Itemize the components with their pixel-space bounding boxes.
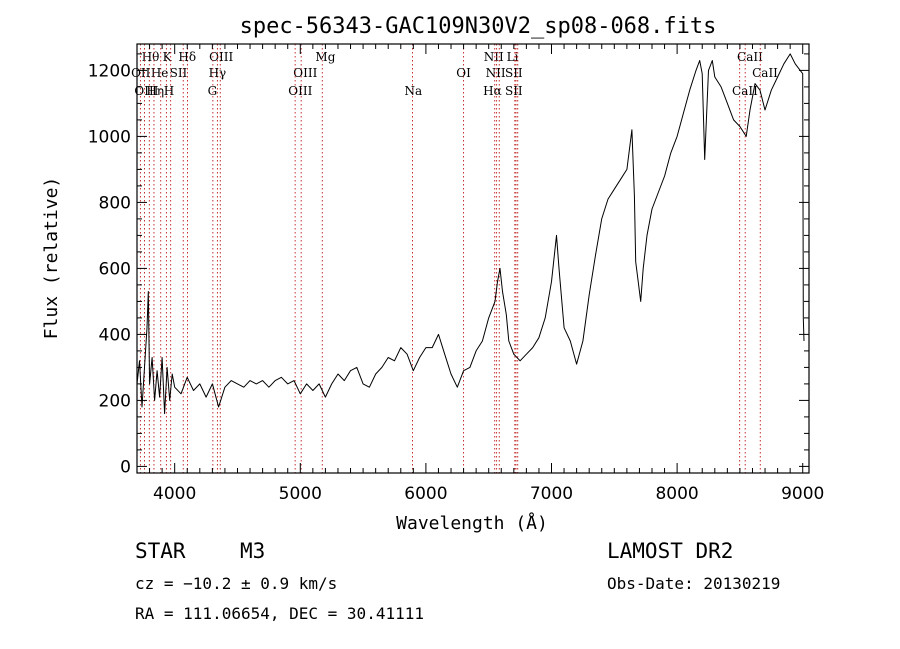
y-tick-label: 200: [99, 391, 131, 411]
annotation-label: OIII: [288, 84, 312, 98]
annotation-label: Hα: [483, 84, 502, 98]
annotation-label: Na: [405, 84, 423, 98]
line-annotations: Hθ OII OIII K He Hη SII H Hδ OIII Hγ G Mg OIII OIII Na O…: [131, 44, 778, 473]
annotation-label: OIII: [209, 50, 233, 64]
y-tick-label: 400: [99, 325, 131, 345]
spectrum-series: [136, 53, 805, 415]
annotation-label: Hδ: [178, 50, 196, 64]
plot-frame: [136, 43, 810, 474]
y-tick-label: 1000: [88, 127, 131, 147]
annotation-label: Li: [507, 50, 519, 64]
survey-name: LAMOST DR2: [607, 539, 733, 563]
chart-title: spec-56343-GAC109N30V2_sp08-068.fits: [240, 14, 717, 39]
annotation-label: G: [208, 84, 218, 98]
coordinates-line: RA = 111.06654, DEC = 30.41111: [135, 604, 424, 623]
spectrum-line: [136, 53, 805, 415]
annotation-label: CaII: [737, 50, 763, 64]
x-tick-label: 5000: [279, 484, 322, 504]
annotation-label: SII: [170, 66, 188, 80]
annotation-label: Hγ: [209, 66, 227, 80]
y-tick-label: 600: [99, 259, 131, 279]
y-axis-label: Flux (relative): [41, 177, 62, 340]
annotation-label: Mg: [315, 50, 335, 64]
annotation-label: K: [163, 50, 173, 64]
annotation-label: SII: [505, 84, 523, 98]
annotation-label: NII: [484, 50, 504, 64]
y-tick-label: 800: [99, 193, 131, 213]
x-tick-label: 9000: [781, 484, 824, 504]
annotation-label: H: [164, 84, 174, 98]
axes: 4000 5000 6000 7000 8000 9000 0 200 400 600 800 100…: [88, 44, 824, 504]
x-axis-label: Wavelength (Å): [396, 512, 548, 534]
annotation-label: SII: [505, 66, 523, 80]
annotation-label: Hθ: [142, 50, 160, 64]
y-tick-label: 1200: [88, 61, 131, 81]
obs-date-line: Obs-Date: 20130219: [607, 574, 780, 593]
x-tick-label: 6000: [404, 484, 447, 504]
annotation-label: OII: [131, 66, 151, 80]
x-tick-label: 8000: [655, 484, 698, 504]
annotation-label: NII: [486, 66, 506, 80]
x-tick-label: 7000: [530, 484, 573, 504]
x-tick-label: 4000: [153, 484, 196, 504]
annotation-label: OI: [456, 66, 471, 80]
annotation-label: OIII: [293, 66, 317, 80]
object-class: STAR: [135, 539, 186, 563]
annotation-label: CaII: [752, 66, 778, 80]
object-subclass: M3: [240, 539, 265, 563]
annotation-label: CaII: [732, 84, 758, 98]
y-tick-label: 0: [120, 457, 131, 477]
annotation-label: He: [151, 66, 169, 80]
annotation-label: OIII: [134, 84, 158, 98]
redshift-line: cz = −10.2 ± 0.9 km/s: [135, 574, 337, 593]
annotation-label: Hη: [146, 84, 164, 98]
